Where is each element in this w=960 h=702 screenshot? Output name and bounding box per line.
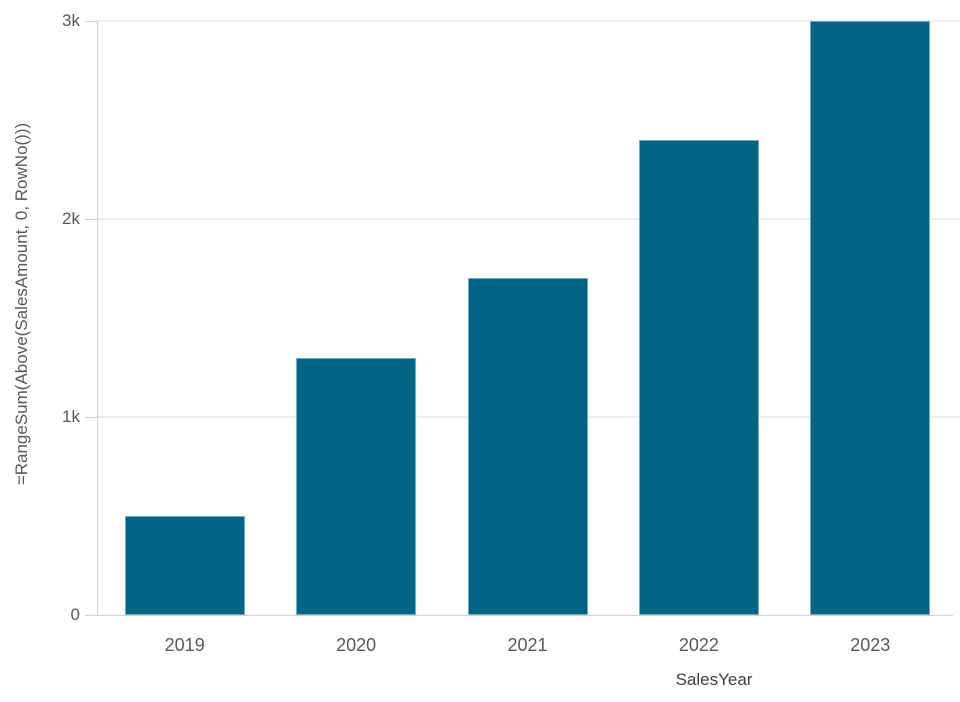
gridline-3k	[97, 20, 960, 22]
x-tick-label-2020[interactable]: 2020	[336, 635, 377, 655]
bar-2022[interactable]	[638, 139, 759, 615]
x-tick-label-2023[interactable]: 2023	[850, 635, 891, 655]
x-tick-label-2019[interactable]: 2019	[164, 635, 205, 655]
y-tick-label-1k: 1k	[62, 407, 80, 426]
bar-2020[interactable]	[296, 357, 417, 615]
y-tick-mark-0	[85, 615, 97, 616]
x-axis-line	[97, 615, 953, 616]
y-axis-title: =RangeSum(Above(SalesAmount, 0, RowNo())…	[12, 122, 31, 486]
y-tick-label-0: 0	[70, 605, 80, 624]
x-tick-label-2021[interactable]: 2021	[507, 635, 548, 655]
y-tick-mark-1k	[85, 417, 97, 418]
x-tick-label-2022[interactable]: 2022	[678, 635, 719, 655]
bar-2021[interactable]	[467, 278, 588, 615]
bar-2023[interactable]	[810, 21, 931, 615]
y-tick-label-2k: 2k	[62, 209, 80, 228]
y-tick-mark-3k	[85, 21, 97, 22]
y-axis-line	[97, 21, 98, 615]
gridline-2k	[97, 218, 960, 220]
y-tick-mark-2k	[85, 219, 97, 220]
x-axis-title: SalesYear	[675, 670, 753, 689]
y-tick-label-3k: 3k	[62, 11, 80, 30]
bar-2019[interactable]	[124, 516, 245, 615]
